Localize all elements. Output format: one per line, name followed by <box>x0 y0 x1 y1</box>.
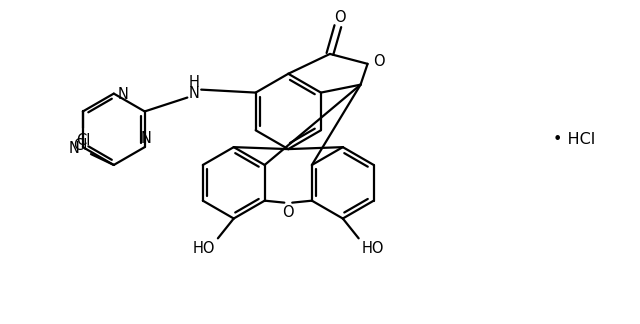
Text: O: O <box>372 54 384 69</box>
Text: • HCl: • HCl <box>553 132 595 147</box>
Text: O: O <box>334 10 346 25</box>
Text: N: N <box>68 141 79 156</box>
Text: Cl: Cl <box>73 138 87 153</box>
Text: Cl: Cl <box>76 133 90 148</box>
Text: HO: HO <box>362 241 384 256</box>
Text: HO: HO <box>193 241 215 256</box>
Text: N: N <box>189 86 200 101</box>
Text: H: H <box>189 75 200 90</box>
Text: N: N <box>140 131 151 146</box>
Text: O: O <box>282 205 294 220</box>
Text: N: N <box>117 87 128 102</box>
